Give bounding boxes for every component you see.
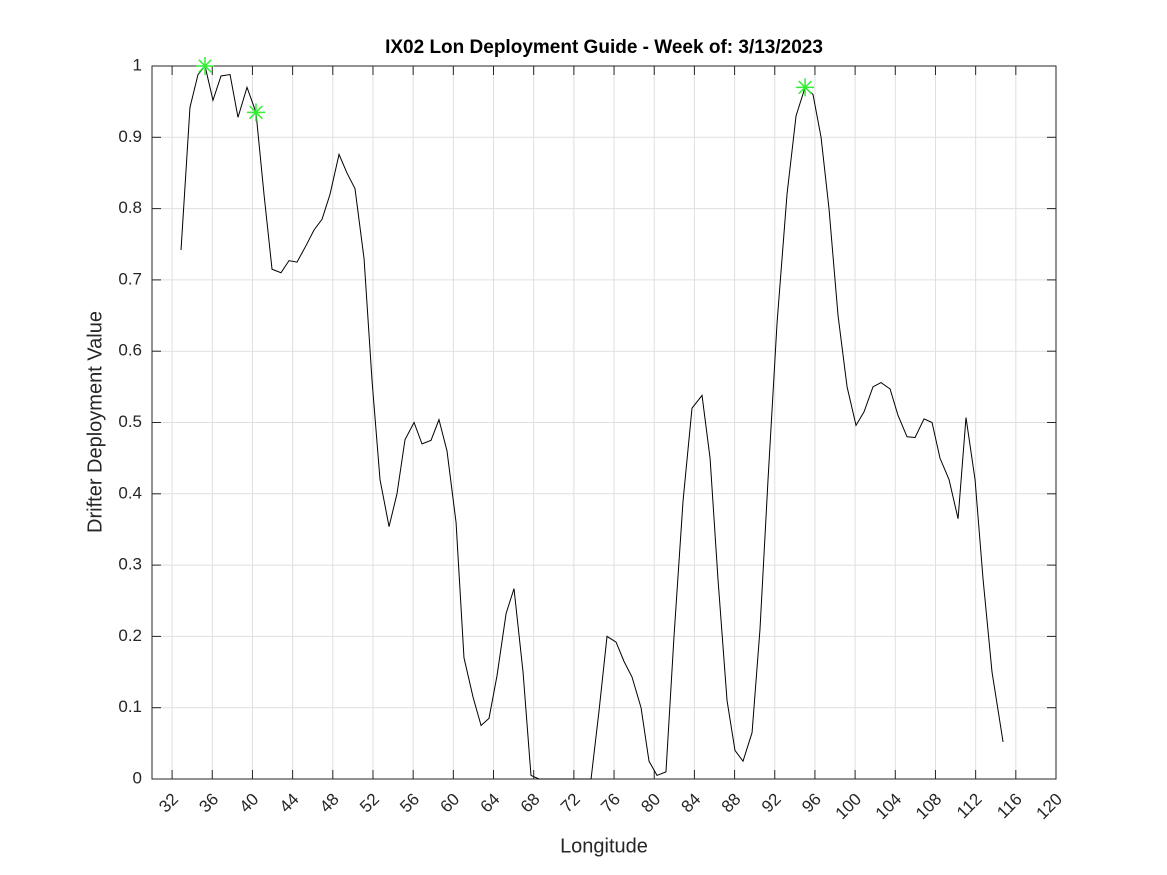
y-tick-label: 0.4 bbox=[118, 483, 142, 502]
y-tick-label: 0.1 bbox=[118, 697, 142, 716]
plot-frame bbox=[151, 65, 1057, 780]
y-tick-label: 1 bbox=[133, 55, 142, 74]
star-marker bbox=[196, 57, 215, 75]
data-line bbox=[180, 64, 1004, 780]
y-axis-label: Drifter Deployment Value bbox=[84, 311, 106, 533]
chart-title: IX02 Lon Deployment Guide - Week of: 3/1… bbox=[385, 37, 823, 58]
y-tick-label: 0.6 bbox=[118, 341, 142, 360]
star-marker bbox=[246, 103, 265, 122]
y-tick-label: 0.5 bbox=[118, 412, 142, 431]
y-tick-label: 0.8 bbox=[118, 198, 142, 217]
y-tick-label: 0 bbox=[133, 768, 142, 787]
y-tick-label: 0.2 bbox=[118, 626, 142, 645]
star-marker bbox=[796, 78, 815, 97]
x-axis-label: Longitude bbox=[560, 835, 648, 857]
y-tick-label: 0.3 bbox=[118, 555, 142, 574]
y-tick-label: 0.7 bbox=[118, 269, 142, 288]
y-tick-label: 0.9 bbox=[118, 127, 142, 146]
